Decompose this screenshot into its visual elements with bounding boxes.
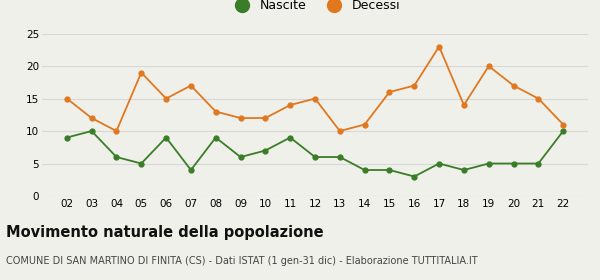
Nascite	[113, 155, 120, 159]
Nascite	[63, 136, 70, 139]
Nascite	[237, 155, 244, 159]
Nascite	[560, 129, 567, 133]
Decessi	[436, 45, 443, 48]
Line: Nascite: Nascite	[64, 129, 566, 179]
Nascite	[187, 168, 194, 172]
Nascite	[485, 162, 493, 165]
Decessi	[262, 116, 269, 120]
Nascite	[535, 162, 542, 165]
Decessi	[485, 64, 493, 68]
Nascite	[460, 168, 467, 172]
Nascite	[163, 136, 170, 139]
Legend: Nascite, Decessi: Nascite, Decessi	[225, 0, 405, 17]
Decessi	[311, 97, 319, 100]
Decessi	[410, 84, 418, 87]
Nascite	[88, 129, 95, 133]
Nascite	[361, 168, 368, 172]
Decessi	[88, 116, 95, 120]
Nascite	[311, 155, 319, 159]
Decessi	[336, 129, 343, 133]
Nascite	[436, 162, 443, 165]
Decessi	[560, 123, 567, 126]
Decessi	[187, 84, 194, 87]
Decessi	[386, 90, 393, 94]
Decessi	[460, 103, 467, 107]
Nascite	[410, 175, 418, 178]
Decessi	[510, 84, 517, 87]
Decessi	[137, 71, 145, 74]
Decessi	[287, 103, 294, 107]
Decessi	[361, 123, 368, 126]
Nascite	[287, 136, 294, 139]
Text: Movimento naturale della popolazione: Movimento naturale della popolazione	[6, 225, 323, 241]
Decessi	[113, 129, 120, 133]
Decessi	[535, 97, 542, 100]
Nascite	[262, 149, 269, 152]
Nascite	[386, 168, 393, 172]
Line: Decessi: Decessi	[64, 44, 566, 134]
Decessi	[237, 116, 244, 120]
Nascite	[336, 155, 343, 159]
Text: COMUNE DI SAN MARTINO DI FINITA (CS) - Dati ISTAT (1 gen-31 dic) - Elaborazione : COMUNE DI SAN MARTINO DI FINITA (CS) - D…	[6, 256, 478, 266]
Nascite	[137, 162, 145, 165]
Decessi	[63, 97, 70, 100]
Nascite	[212, 136, 220, 139]
Decessi	[212, 110, 220, 113]
Decessi	[163, 97, 170, 100]
Nascite	[510, 162, 517, 165]
